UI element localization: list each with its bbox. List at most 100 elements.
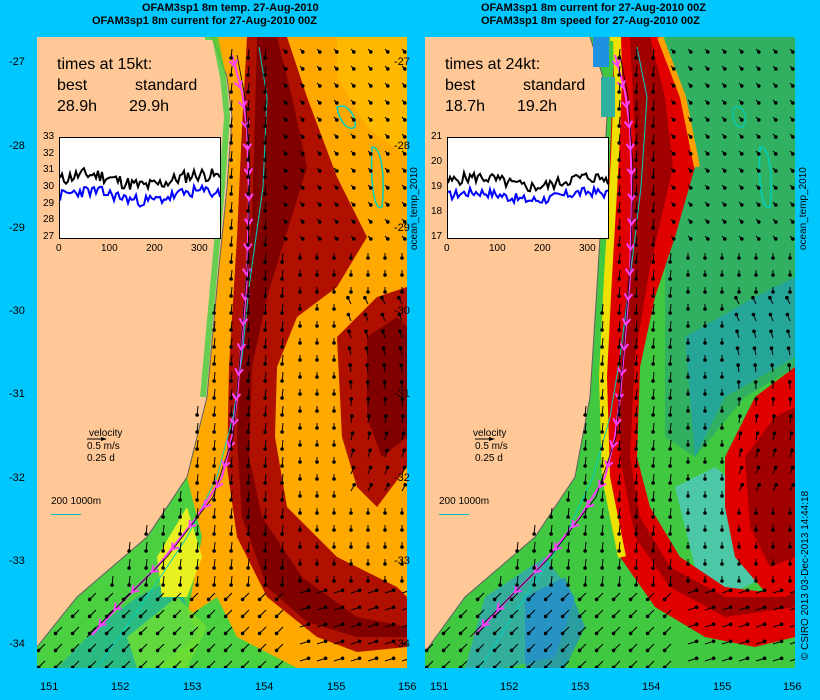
current-vector-head-icon (790, 448, 794, 453)
current-vector-head-icon (634, 277, 638, 281)
current-vector-head-icon (366, 397, 371, 401)
current-vector-head-icon (634, 379, 638, 383)
current-vector-head-icon (368, 465, 373, 470)
current-vector-head-icon (757, 186, 761, 190)
current-vector-head-icon (791, 220, 795, 224)
current-vector-head-icon (127, 583, 131, 587)
current-vector-head-icon (791, 50, 795, 54)
current-vector-head-icon (397, 295, 401, 300)
current-vector-head-icon (37, 648, 41, 653)
current-vector-head-icon (399, 363, 403, 367)
current-vector-head-icon (672, 237, 676, 241)
current-vector-head-icon (583, 413, 587, 417)
current-vector-head-icon (645, 648, 650, 653)
current-vector-head-icon (315, 511, 319, 515)
current-vector-head-icon (774, 118, 778, 122)
current-vector-head-icon (374, 656, 379, 661)
current-vector-head-icon (686, 341, 690, 345)
current-vector-head-icon (212, 532, 216, 536)
current-vector-head-icon (212, 464, 216, 468)
current-vector-head-icon (347, 346, 352, 351)
current-vector-head-icon (384, 431, 389, 436)
inset-y-tick-label: 30 (43, 181, 55, 192)
current-vector-head-icon (634, 124, 638, 128)
current-vector-head-icon (757, 237, 761, 241)
current-vector-head-icon (774, 101, 778, 105)
current-vector-head-icon (600, 447, 604, 451)
current-vector-head-icon (246, 141, 250, 145)
current-vector-arrow-icon (789, 658, 795, 662)
current-vector-head-icon (301, 118, 305, 122)
current-vector-head-icon (212, 549, 216, 553)
current-vector-head-icon (161, 583, 165, 587)
current-vector-head-icon (284, 169, 288, 173)
current-vector-head-icon (318, 152, 322, 156)
current-vector-head-icon (263, 498, 267, 502)
current-vector-head-icon (651, 192, 655, 196)
current-vector-head-icon (735, 329, 739, 334)
current-vector-head-icon (380, 295, 384, 300)
route-chevron-icon (626, 168, 637, 177)
current-vector-head-icon (706, 152, 710, 156)
current-vector-head-icon (386, 135, 390, 139)
current-vector-head-icon (257, 597, 262, 602)
current-vector-head-icon (754, 528, 758, 532)
current-vector-head-icon (315, 426, 319, 430)
current-vector-head-icon (617, 226, 621, 230)
current-vector-head-icon (332, 290, 336, 294)
current-vector-head-icon (350, 414, 354, 418)
current-vector-head-icon (617, 277, 621, 281)
current-vector-head-icon (155, 597, 160, 602)
current-vector-head-icon (600, 498, 604, 502)
current-vector-head-icon (754, 290, 758, 294)
current-vector-head-icon (745, 622, 750, 627)
current-vector-head-icon (617, 311, 621, 315)
current-vector-head-icon (560, 597, 565, 602)
current-vector-head-icon (694, 639, 699, 644)
current-vector-head-icon (87, 631, 92, 636)
left-map-panel[interactable]: times at 15kt: best standard 28.9h 29.9h… (37, 37, 407, 668)
right-map-panel[interactable]: times at 24kt: best standard 18.7h 19.2h… (425, 37, 795, 668)
route-chevron-icon (624, 268, 635, 277)
current-vector-head-icon (786, 329, 790, 334)
current-vector-head-icon (740, 203, 744, 207)
current-vector-head-icon (686, 460, 690, 464)
current-vector-head-icon (369, 152, 373, 156)
current-vector-head-icon (771, 511, 775, 515)
right-times-heading: times at 24kt: (445, 56, 541, 73)
current-vector-head-icon (229, 566, 233, 570)
current-vector-head-icon (634, 447, 638, 451)
current-vector-head-icon (332, 307, 336, 311)
current-vector-head-icon (492, 631, 497, 636)
current-vector-head-icon (785, 312, 790, 317)
right-title-line2: OFAM3sp1 8m speed for 27-Aug-2010 00Z (481, 15, 700, 27)
current-vector-head-icon (332, 426, 336, 430)
current-vector-head-icon (298, 562, 302, 566)
current-vector-head-icon (229, 311, 233, 315)
current-vector-head-icon (617, 362, 621, 366)
current-vector-head-icon (349, 290, 353, 294)
current-vector-head-icon (703, 375, 707, 379)
current-vector-head-icon (532, 566, 536, 570)
current-vector-head-icon (366, 528, 370, 532)
current-vector-head-icon (381, 346, 386, 351)
current-vector-head-icon (315, 545, 319, 549)
current-vector-head-icon (668, 379, 672, 383)
current-vector-head-icon (600, 311, 604, 315)
route-chevron-icon (621, 317, 632, 327)
current-vector-head-icon (543, 614, 548, 619)
left-velocity-label: velocity (89, 428, 123, 439)
current-vector-head-icon (686, 375, 690, 379)
route-chevron-icon (481, 618, 490, 628)
current-vector-head-icon (755, 431, 760, 436)
current-vector-head-icon (298, 375, 302, 379)
route-chevron-icon (616, 80, 626, 89)
current-vector-head-icon (391, 622, 396, 627)
current-vector-head-icon (543, 631, 548, 636)
current-vector-head-icon (583, 549, 587, 553)
current-vector-head-icon (332, 443, 336, 447)
current-vector-head-icon (284, 50, 288, 54)
current-vector-head-icon (87, 648, 92, 653)
current-vector-head-icon (736, 363, 740, 367)
current-vector-head-icon (229, 73, 233, 77)
